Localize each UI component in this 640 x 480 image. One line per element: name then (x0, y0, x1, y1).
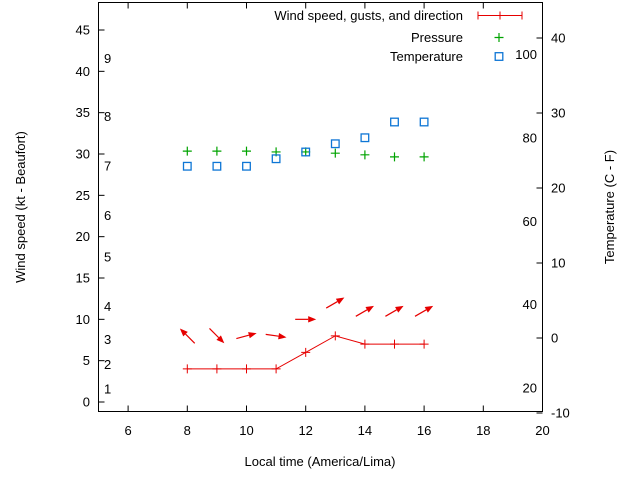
temperature-point (330, 139, 340, 149)
x-tick-label: 16 (417, 423, 431, 438)
x-tick-label: 8 (184, 423, 191, 438)
wind-direction-arrow-head (179, 328, 188, 337)
wind-direction-arrow-head (308, 316, 317, 323)
c-tick-label: 0 (551, 331, 558, 346)
beaufort-label: 8 (104, 109, 111, 124)
legend-label-pressure: Pressure (411, 30, 463, 45)
pressure-point (182, 146, 192, 156)
x-tick-label: 18 (476, 423, 490, 438)
pressure-point (301, 147, 311, 157)
wind-direction-arrow-head (365, 305, 374, 313)
kt-tick-label: 35 (76, 105, 90, 120)
beaufort-label: 4 (104, 299, 111, 314)
kt-tick-label: 5 (83, 353, 90, 368)
x-tick-label: 10 (239, 423, 253, 438)
legend-label-temperature: Temperature (390, 49, 463, 64)
wind-direction-arrow-head (278, 333, 287, 340)
pressure-point (212, 146, 222, 156)
wind-direction-arrow-head (335, 297, 345, 305)
wind-direction-arrow-shaft (236, 334, 250, 340)
temperature-point (212, 161, 222, 171)
x-tick-label: 12 (298, 423, 312, 438)
pressure-point (330, 148, 340, 158)
fahrenheit-label: 60 (523, 214, 537, 229)
pressure-point (419, 152, 429, 162)
kt-tick-label: 20 (76, 229, 90, 244)
x-tick-label: 20 (535, 423, 549, 438)
pressure-point (360, 150, 370, 160)
temperature-point (271, 154, 281, 164)
beaufort-label: 5 (104, 249, 111, 264)
wind-direction-arrow-shaft (209, 328, 220, 339)
wind-direction-arrow-shaft (385, 309, 397, 317)
wind-direction-arrow-head (248, 332, 257, 339)
wind-direction-arrow-head (395, 305, 404, 313)
beaufort-label: 7 (104, 159, 111, 174)
temperature-point (360, 133, 370, 143)
wind-direction-arrow-shaft (414, 309, 427, 317)
fahrenheit-label: 100 (515, 47, 537, 62)
wind-direction-arrow-shaft (265, 333, 279, 337)
beaufort-label: 2 (104, 357, 111, 372)
legend-label-wind: Wind speed, gusts, and direction (274, 8, 463, 23)
fahrenheit-label: 80 (523, 131, 537, 146)
kt-tick-label: 45 (76, 23, 90, 38)
c-tick-label: 10 (551, 256, 565, 271)
fahrenheit-label: 40 (523, 297, 537, 312)
c-tick-label: 40 (551, 31, 565, 46)
kt-tick-label: 40 (76, 64, 90, 79)
wind-speed-point (330, 331, 340, 341)
wind-direction-arrow-head (216, 335, 225, 344)
beaufort-label: 6 (104, 208, 111, 223)
wind-direction-arrow-shaft (355, 309, 368, 317)
temperature-point (182, 161, 192, 171)
wind-speed-point (182, 364, 192, 374)
x-tick-label: 6 (124, 423, 131, 438)
fahrenheit-label: 20 (523, 381, 537, 396)
pressure-point (390, 152, 399, 162)
wind-speed-point (212, 364, 222, 374)
temperature-point (301, 147, 311, 157)
legend-marker-pressure (494, 33, 504, 42)
beaufort-label: 9 (104, 51, 111, 66)
wind-speed-point (360, 339, 370, 349)
x-axis-title: Local time (America/Lima) (245, 454, 396, 469)
wind-direction-arrow-shaft (325, 301, 338, 309)
kt-tick-label: 30 (76, 147, 90, 162)
beaufort-label: 3 (104, 332, 111, 347)
wind-speed-point (242, 364, 251, 374)
x-tick-label: 14 (358, 423, 372, 438)
right-axis-title: Temperature (C - F) (602, 150, 617, 264)
kt-tick-label: 15 (76, 271, 90, 286)
pressure-point (242, 146, 251, 156)
kt-tick-label: 25 (76, 188, 90, 203)
c-tick-label: 30 (551, 106, 565, 121)
temperature-point (419, 117, 429, 127)
beaufort-label: 1 (104, 382, 111, 397)
kt-tick-label: 10 (76, 312, 90, 327)
plot-border (98, 2, 543, 412)
wind-direction-arrow-shaft (185, 333, 196, 344)
kt-tick-label: 0 (83, 395, 90, 410)
wind-direction-arrow-head (424, 305, 434, 313)
left-axis-title: Wind speed (kt - Beaufort) (13, 131, 28, 283)
wind-speed-point (301, 347, 311, 357)
temperature-point (242, 161, 251, 171)
legend-marker-temperature (494, 52, 504, 61)
temperature-point (390, 117, 399, 127)
wind-speed-point (390, 339, 399, 349)
wind-speed-point (271, 364, 281, 374)
wind-speed-point (419, 339, 429, 349)
c-tick-label: -10 (551, 406, 570, 421)
c-tick-label: 20 (551, 181, 565, 196)
